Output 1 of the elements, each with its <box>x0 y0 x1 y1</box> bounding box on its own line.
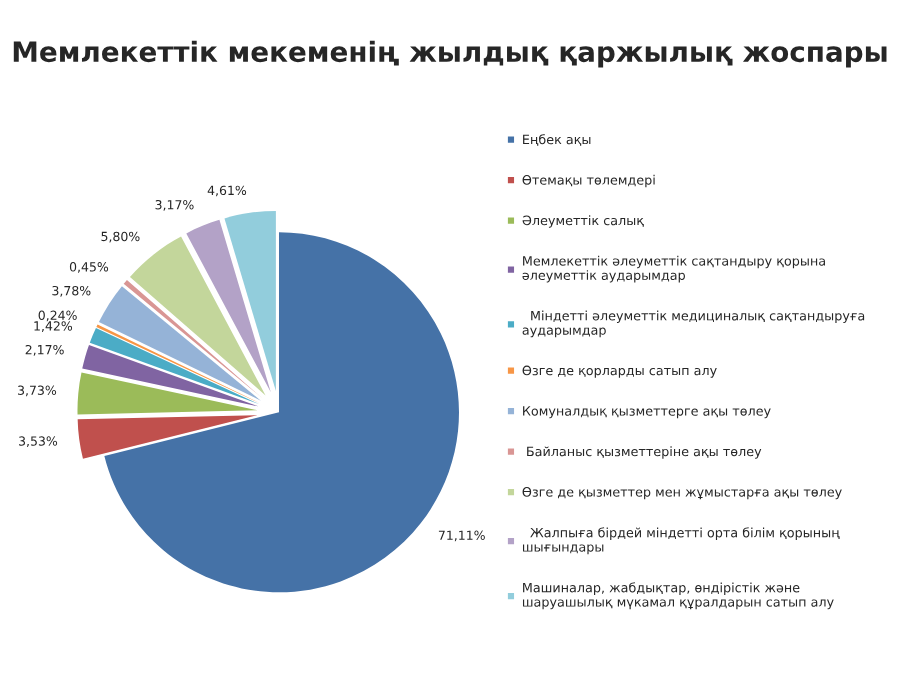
chart-title: Мемлекеттік мекеменің жылдық қаржылық жоспары <box>13 40 887 68</box>
